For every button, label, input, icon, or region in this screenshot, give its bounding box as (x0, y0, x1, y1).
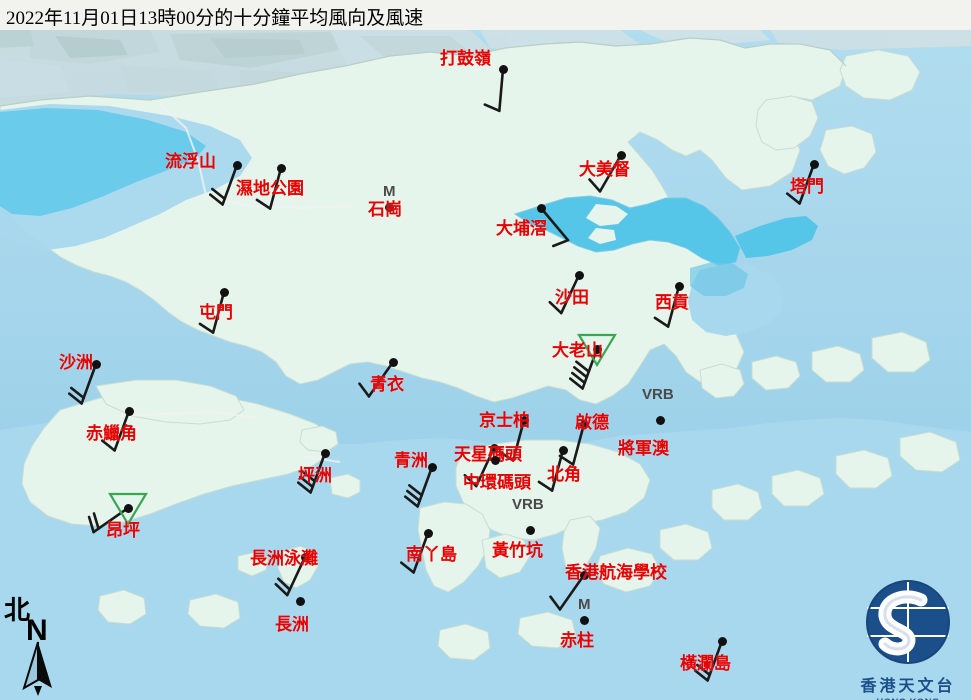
station-dot (427, 462, 437, 472)
station-label: 石崗 (368, 200, 402, 219)
station-label: 坪洲 (298, 466, 332, 485)
hko-name-cn: 香港天文台 (860, 678, 956, 695)
hko-emblem-icon (866, 580, 950, 664)
station-label: 長洲泳灘 (250, 549, 318, 568)
station-dot (558, 445, 568, 455)
station-dot (300, 552, 310, 562)
station-dot (295, 596, 305, 606)
station-dot (616, 150, 626, 160)
station-dot (490, 455, 500, 465)
station-dot (519, 415, 529, 425)
station-label: 長洲 (275, 615, 309, 634)
station-dot (674, 281, 684, 291)
station-label: 流浮山 (165, 152, 216, 171)
station-label: 昂坪 (106, 521, 140, 540)
page-title: 2022年11月01日13時00分的十分鐘平均風向及風速 (6, 8, 424, 29)
station-label: 西貢 (655, 293, 689, 312)
station-label: 打鼓嶺 (440, 49, 491, 68)
title-bar: 2022年11月01日13時00分的十分鐘平均風向及風速 (0, 0, 971, 30)
station-dot (91, 359, 101, 369)
station-label: 黃竹坑 (492, 541, 543, 560)
station-label: 沙洲 (59, 353, 93, 372)
station-dot (498, 64, 508, 74)
station-dot (574, 270, 584, 280)
station-dot (232, 160, 242, 170)
station-dot (388, 357, 398, 367)
station-dot (592, 344, 602, 354)
station-label: 赤鱲角 (86, 424, 137, 443)
station-label: 中環碼頭 (463, 473, 531, 492)
station-label: 濕地公園 (236, 179, 304, 198)
compass-label-cn: 北 (4, 596, 31, 625)
station-label: 大美督 (579, 160, 630, 179)
station-label: 大埔滘 (496, 219, 547, 238)
station-label: 將軍澳 (618, 439, 669, 458)
station-dot (276, 163, 286, 173)
station-label: 青洲 (394, 451, 428, 470)
station-label: 沙田 (555, 288, 589, 307)
station-label: 青衣 (370, 375, 404, 394)
station-dot (717, 636, 727, 646)
station-label: 塔門 (790, 177, 824, 196)
station-dot (320, 448, 330, 458)
compass-rose: 北 N (4, 590, 74, 696)
station-dot (423, 528, 433, 538)
station-dot (655, 415, 665, 425)
station-status-flag: M (383, 183, 396, 200)
station-dot (525, 525, 535, 535)
station-label: 赤柱 (560, 631, 594, 650)
station-dot (809, 159, 819, 169)
station-dot (579, 570, 589, 580)
station-label: 啟德 (575, 413, 609, 432)
station-label: 京士柏 (479, 411, 530, 430)
station-dot (384, 202, 394, 212)
station-status-flag: M (578, 596, 591, 613)
station-dot (489, 443, 499, 453)
station-status-flag: VRB (642, 386, 674, 403)
station-dot (536, 203, 546, 213)
hko-logo: 香港天文台 HONG KONG OBSERVATORY (845, 578, 971, 700)
station-dot (124, 406, 134, 416)
north-arrow-icon (22, 641, 52, 696)
station-label: 屯門 (199, 303, 233, 322)
compass-label-n: N (26, 614, 48, 647)
station-dot (579, 615, 589, 625)
hko-name-en: HONG KONG OBSERVATORY (845, 697, 971, 700)
station-label: 香港航海學校 (565, 563, 667, 582)
station-label: 天星碼頭 (454, 445, 522, 464)
station-label: 大老山 (552, 341, 603, 360)
station-dot (579, 419, 589, 429)
station-label: 北角 (547, 465, 581, 484)
station-dot (219, 287, 229, 297)
station-status-flag: VRB (512, 496, 544, 513)
station-dot (123, 503, 133, 513)
station-label: 南丫島 (406, 545, 457, 564)
station-label: 橫瀾島 (680, 654, 731, 673)
